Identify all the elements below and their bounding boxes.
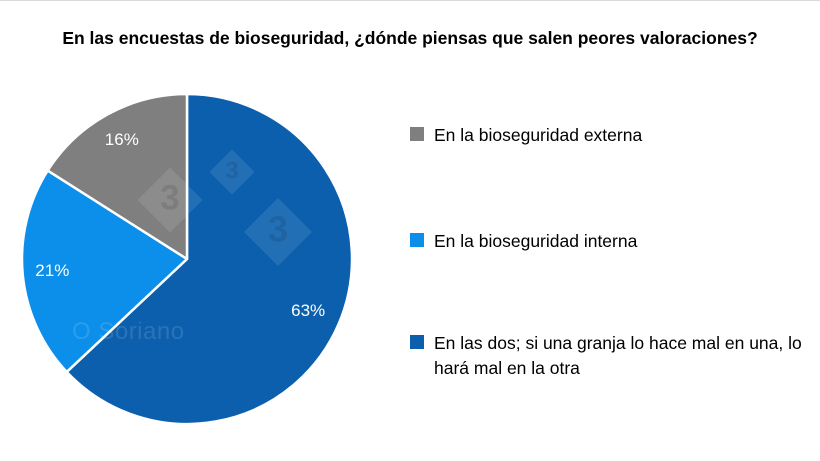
pie-slice-label: 16% bbox=[105, 130, 139, 149]
pie-slices bbox=[20, 92, 354, 426]
watermark-text: O Soriano bbox=[72, 318, 185, 345]
pie-slice bbox=[65, 92, 354, 426]
legend-label-both: En las dos; si una granja lo hace mal en… bbox=[434, 333, 802, 378]
legend: En la bioseguridad externa En la biosegu… bbox=[410, 0, 820, 461]
top-divider bbox=[0, 0, 820, 1]
pie-slice bbox=[20, 169, 189, 374]
legend-item-external: En la bioseguridad externa bbox=[410, 123, 814, 148]
legend-swatch-external bbox=[410, 127, 424, 141]
legend-label-external: En la bioseguridad externa bbox=[434, 125, 643, 145]
pie-slice-label: 21% bbox=[35, 261, 69, 280]
pie-slice-labels: 63% 21% 16% bbox=[35, 130, 325, 320]
legend-swatch-both bbox=[410, 335, 424, 349]
svg-text:3: 3 bbox=[225, 157, 238, 184]
chart-title: En las encuestas de bioseguridad, ¿dónde… bbox=[62, 28, 758, 48]
watermark-logo: 3 3 3 bbox=[137, 149, 312, 266]
legend-swatch-internal bbox=[410, 233, 424, 247]
legend-label-internal: En la bioseguridad interna bbox=[434, 231, 638, 251]
watermark-diamond: 3 bbox=[209, 149, 255, 195]
legend-item-internal: En la bioseguridad interna bbox=[410, 229, 814, 254]
pie-chart: 3 3 3 63% 21% 16% bbox=[20, 92, 354, 426]
pie-slice-label: 63% bbox=[291, 301, 325, 320]
watermark-diamond: 3 bbox=[137, 167, 203, 233]
svg-text:3: 3 bbox=[268, 209, 288, 250]
watermark-diamond: 3 bbox=[244, 198, 312, 266]
pie-slice bbox=[46, 92, 189, 261]
svg-text:3: 3 bbox=[160, 178, 179, 217]
legend-item-both: En las dos; si una granja lo hace mal en… bbox=[410, 331, 814, 381]
